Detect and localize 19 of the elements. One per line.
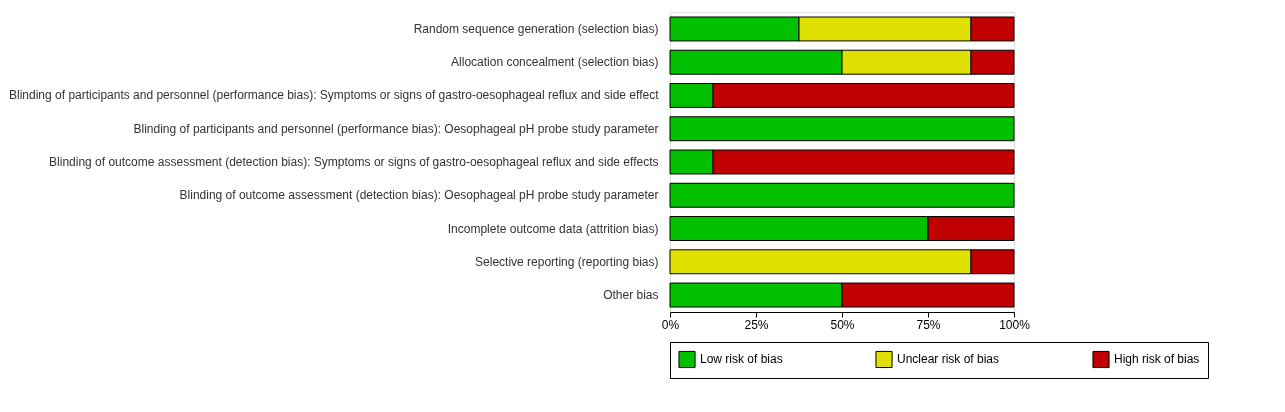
bar (669, 182, 1015, 208)
legend-label: Low risk of bias (700, 352, 783, 367)
y-tick-label: Blinding of outcome assessment (detection bias): Symptoms or signs of gastro-oesophageal reflux and side effects (49, 155, 659, 169)
legend-label: High risk of bias (1114, 352, 1200, 367)
y-tick-label: Other bias (603, 288, 659, 303)
x-tick-label: 100% (999, 317, 1031, 332)
y-tick-label: Blinding of outcome assessment (detection bias): Oesophageal pH probe study parameter (179, 188, 659, 203)
x-tick-label: 50% (830, 317, 855, 332)
bar (669, 116, 1015, 142)
x-tick-label: 75% (916, 317, 941, 332)
y-tick-label: Incomplete outcome data (attrition bias) (447, 221, 659, 236)
y-tick-label: Selective reporting (reporting bias) (475, 254, 659, 269)
y-tick-label: Blinding of participants and personnel (performance bias): Oesophageal pH probe study parameter (133, 121, 659, 136)
x-tick-label: 0% (661, 317, 680, 332)
y-tick-label: Blinding of participants and personnel (performance bias): Symptoms or signs of gastro-oesophageal reflux and side effect (9, 88, 660, 103)
y-tick-label: Random sequence generation (selection bias) (413, 21, 659, 36)
y-tick-label: Allocation concealment (selection bias) (451, 55, 659, 70)
legend-label: Unclear risk of bias (897, 352, 1000, 367)
x-tick-label: 25% (744, 317, 769, 332)
